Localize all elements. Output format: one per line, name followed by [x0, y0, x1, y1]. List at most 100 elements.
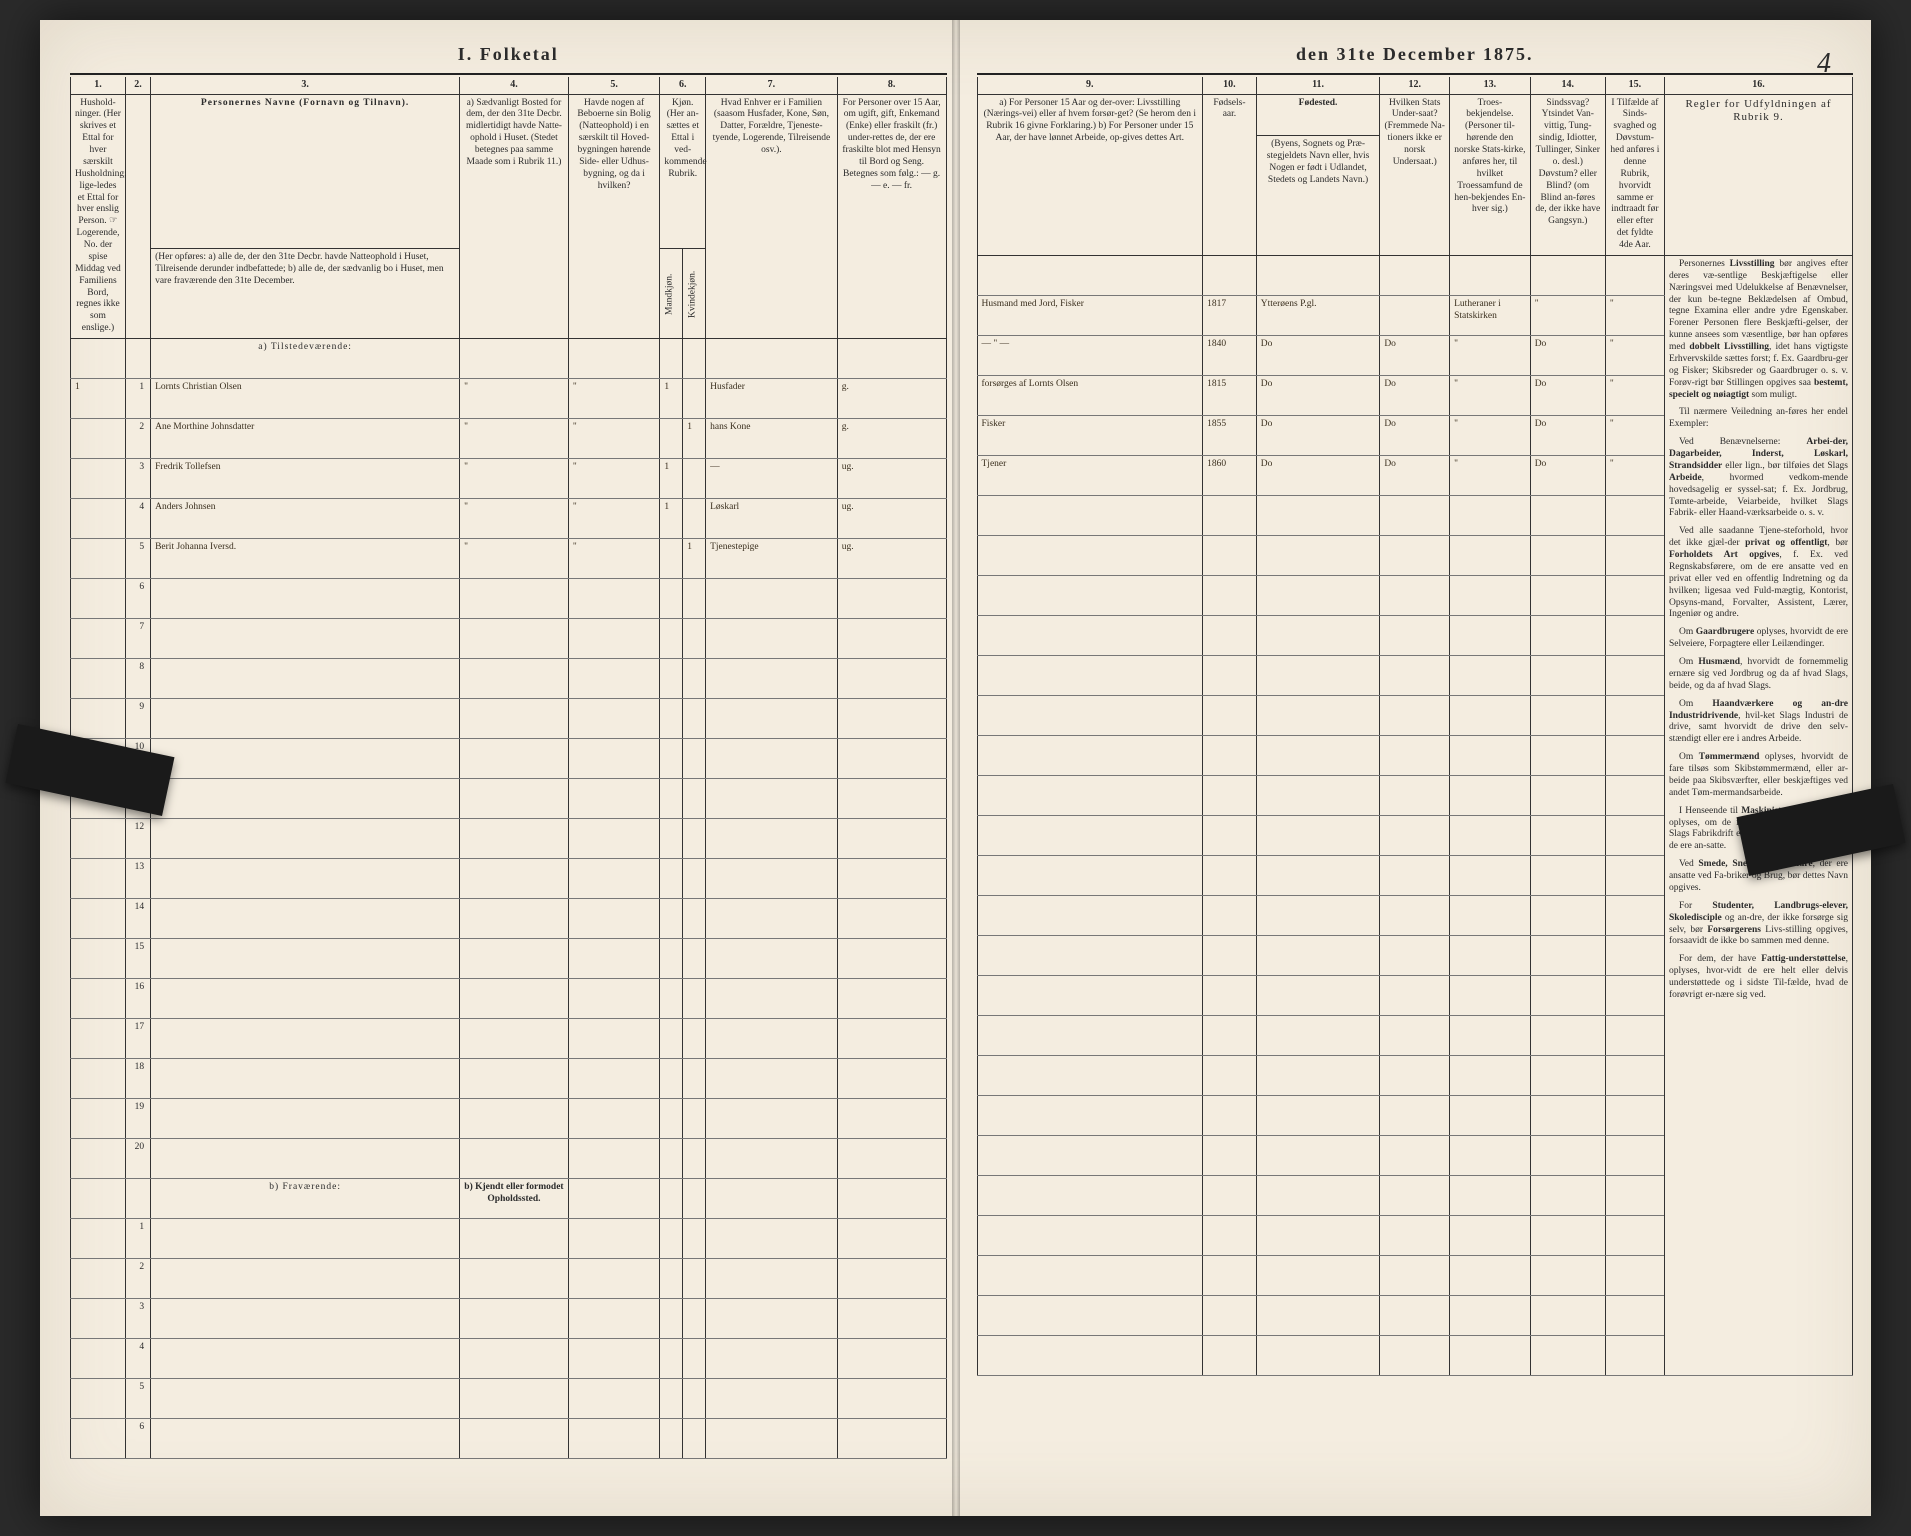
family-position: hans Kone	[710, 422, 750, 432]
person-name: Anders Johnsen	[155, 502, 215, 512]
section-row: b) Fraværende:b) Kjendt eller formodet O…	[71, 1179, 947, 1219]
header-c6b: Kvindekjøn.	[683, 249, 706, 339]
instruction-paragraph: Personernes Livsstilling bør angives eft…	[1669, 259, 1848, 402]
colnum: 12.	[1380, 77, 1450, 94]
census-table-right: 9. 10. 11. 12. 13. 14. 15. 16. a) For Pe…	[977, 77, 1854, 1376]
table-row: 2Ane Morthine Johnsdatter""1hans Koneg.	[71, 419, 947, 459]
table-row: 17	[71, 1019, 947, 1059]
table-row: 3Fredrik Tollefsen""1—ug.	[71, 459, 947, 499]
page-title-left: I. Folketal	[70, 44, 947, 65]
table-row: 3	[71, 1299, 947, 1339]
instruction-paragraph: Om Gaardbrugere oplyses, hvorvidt de ere…	[1669, 627, 1848, 651]
occupation: Husmand med Jord, Fisker	[982, 299, 1084, 309]
header-c12: Hvilken Stats Under-saat? (Fremmede Na-t…	[1380, 94, 1450, 255]
table-row: 7	[71, 619, 947, 659]
header-c6a: Mandkjøn.	[660, 249, 683, 339]
section-b-label: b) Fraværende:	[151, 1179, 460, 1219]
colnum: 5.	[568, 77, 660, 94]
header-c5: Havde nogen af Beboerne sin Bolig (Natte…	[568, 94, 660, 339]
colnum: 1.	[71, 77, 126, 94]
header-c10: Fødsels- aar.	[1203, 94, 1257, 255]
table-row: 16	[71, 979, 947, 1019]
table-row: 11	[71, 779, 947, 819]
header-c7: Hvad Enhver er i Familien (saasom Husfad…	[706, 94, 838, 339]
occupation: forsørges af Lornts Olsen	[982, 379, 1079, 389]
birthplace: Do	[1261, 379, 1273, 389]
colnum: 3.	[151, 77, 460, 94]
birth-year: 1855	[1207, 419, 1226, 429]
instruction-paragraph: For dem, der have Fattig-understøttelse,…	[1669, 954, 1848, 1002]
census-table-left: 1. 2. 3. 4. 5. 6. 7. 8. Hushold- ninger.…	[70, 77, 947, 1459]
birthplace: Do	[1261, 339, 1273, 349]
section-row: a) Tilstedeværende:	[71, 339, 947, 379]
table-row: 20	[71, 1139, 947, 1179]
header-c15: I Tilfælde af Sinds-svaghed og Døvstum-h…	[1605, 94, 1664, 255]
instruction-paragraph: Til nærmere Veiledning an-føres her ende…	[1669, 407, 1848, 431]
family-position: Tjenestepige	[710, 542, 759, 552]
table-row: 5Berit Johanna Iversd.""1Tjenestepigeug.	[71, 539, 947, 579]
person-name: Ane Morthine Johnsdatter	[155, 422, 254, 432]
instruction-paragraph: Om Husmænd, hvorvidt de fornemmelig ernæ…	[1669, 657, 1848, 693]
table-row: 19	[71, 1099, 947, 1139]
header-c1: Hushold- ninger. (Her skrives et Ettal f…	[71, 94, 126, 339]
header-c2	[125, 94, 150, 339]
table-row: 1	[71, 1219, 947, 1259]
header-c11-sub: (Byens, Sognets og Præ-stegjeldets Navn …	[1256, 136, 1380, 256]
colnum: 11.	[1256, 77, 1380, 94]
family-position: —	[710, 462, 720, 472]
birth-year: 1817	[1207, 299, 1226, 309]
colnum: 2.	[125, 77, 150, 94]
colnum: 13.	[1450, 77, 1531, 94]
header-c11-title: Fødested.	[1256, 94, 1380, 136]
person-name: Berit Johanna Iversd.	[155, 542, 236, 552]
header-c3-title: Personernes Navne (Fornavn og Tilnavn).	[151, 94, 460, 249]
family-position: Løskarl	[710, 502, 739, 512]
family-position: Husfader	[710, 382, 745, 392]
colnum: 14.	[1530, 77, 1605, 94]
table-row: 4	[71, 1339, 947, 1379]
colnum: 8.	[837, 77, 946, 94]
table-row: 14	[71, 899, 947, 939]
table-row: 6	[71, 1419, 947, 1459]
header-c9: a) For Personer 15 Aar og der-over: Livs…	[977, 94, 1203, 255]
table-row: 18	[71, 1059, 947, 1099]
birthplace: Do	[1261, 419, 1273, 429]
occupation: Tjener	[982, 459, 1007, 469]
household-num: 1	[75, 382, 80, 392]
page-number: 4	[1817, 48, 1831, 80]
instruction-paragraph: Om Tømmermænd oplyses, hvorvidt de fare …	[1669, 752, 1848, 800]
book-spread: I. Folketal 1. 2. 3. 4. 5. 6. 7. 8.	[40, 20, 1871, 1516]
colnum: 15.	[1605, 77, 1664, 94]
left-page: I. Folketal 1. 2. 3. 4. 5. 6. 7. 8.	[40, 20, 957, 1516]
table-row: 2	[71, 1259, 947, 1299]
colnum: 10.	[1203, 77, 1257, 94]
table-row: 15	[71, 939, 947, 979]
instruction-paragraph: For Studenter, Landbrugs-elever, Skoledi…	[1669, 901, 1848, 949]
right-page: 4 den 31te December 1875. 9. 10. 11. 12.…	[957, 20, 1872, 1516]
instruction-paragraph: Om Haandværkere og an-dre Industridriven…	[1669, 699, 1848, 747]
occupation: — " —	[982, 339, 1010, 349]
birthplace: Ytterøens P.gl.	[1261, 299, 1317, 309]
person-name: Fredrik Tollefsen	[155, 462, 220, 472]
instruction-paragraph: Ved Benævnelserne: Arbei-der, Dagarbeide…	[1669, 437, 1848, 520]
header-c4: a) Sædvanligt Bosted for dem, der den 31…	[460, 94, 569, 339]
table-row: 5	[71, 1379, 947, 1419]
birth-year: 1815	[1207, 379, 1226, 389]
table-row: 4Anders Johnsen""1Løskarlug.	[71, 499, 947, 539]
colnum: 9.	[977, 77, 1203, 94]
header-c6: Kjøn. (Her an-sættes et Ettal i ved-komm…	[660, 94, 706, 249]
book-spine	[952, 20, 960, 1516]
table-row: 10	[71, 739, 947, 779]
header-c3-sub: (Her opføres: a) alle de, der den 31te D…	[151, 249, 460, 339]
section-row: Personernes Livsstilling bør angives eft…	[977, 255, 1853, 295]
table-row: 9	[71, 699, 947, 739]
table-row: 8	[71, 659, 947, 699]
header-c16: Regler for Udfyldningen af Rubrik 9.	[1664, 94, 1852, 255]
colnum: 7.	[706, 77, 838, 94]
table-row: 12	[71, 819, 947, 859]
birth-year: 1860	[1207, 459, 1226, 469]
header-c14: Sindssvag? Ytsindet Van-vittig, Tung-sin…	[1530, 94, 1605, 255]
col4-note-b: b) Kjendt eller formodet Opholdssted.	[460, 1179, 569, 1219]
header-c8: For Personer over 15 Aar, om ugift, gift…	[837, 94, 946, 339]
table-row: 13	[71, 859, 947, 899]
